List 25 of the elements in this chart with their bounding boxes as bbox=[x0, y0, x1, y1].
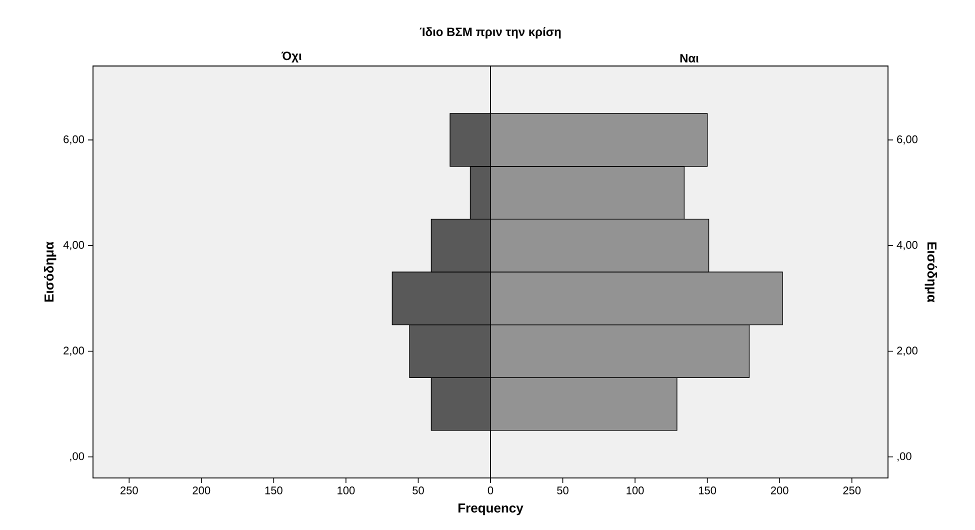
y-tick-label: 4,00 bbox=[63, 241, 84, 250]
x-tick-label: 50 bbox=[557, 486, 568, 494]
y-axis-title: Εισόδημα bbox=[44, 242, 56, 302]
y-tick-label: ,00 bbox=[898, 452, 912, 462]
chart-subtitle: Όχι bbox=[282, 52, 302, 62]
y-axis-title: Εισόδημα bbox=[924, 242, 938, 302]
x-axis-title: Frequency bbox=[458, 504, 524, 516]
x-tick-label: 100 bbox=[626, 486, 644, 494]
x-tick-label: 50 bbox=[412, 486, 424, 494]
x-tick-label: 250 bbox=[843, 486, 861, 494]
x-tick-label: 200 bbox=[770, 486, 788, 494]
y-tick-label: 2,00 bbox=[897, 346, 918, 356]
x-tick-label: 250 bbox=[120, 486, 138, 494]
y-tick-label: ,00 bbox=[70, 452, 84, 462]
x-tick-label: 150 bbox=[698, 486, 716, 494]
x-tick-label: 100 bbox=[338, 486, 355, 494]
y-tick-label: 6,00 bbox=[64, 135, 84, 144]
chart-subtitle: Ναι bbox=[680, 54, 699, 62]
x-tick-label: 200 bbox=[192, 486, 210, 494]
y-tick-label: 6,00 bbox=[897, 135, 918, 144]
y-tick-label: 4,00 bbox=[896, 241, 918, 250]
chart-title: Ίδιο ΒΣΜ πριν την κρίση bbox=[420, 27, 561, 38]
x-tick-label: 150 bbox=[265, 486, 282, 494]
x-tick-label: 0 bbox=[488, 486, 494, 494]
y-tick-label: 2,00 bbox=[64, 346, 84, 356]
